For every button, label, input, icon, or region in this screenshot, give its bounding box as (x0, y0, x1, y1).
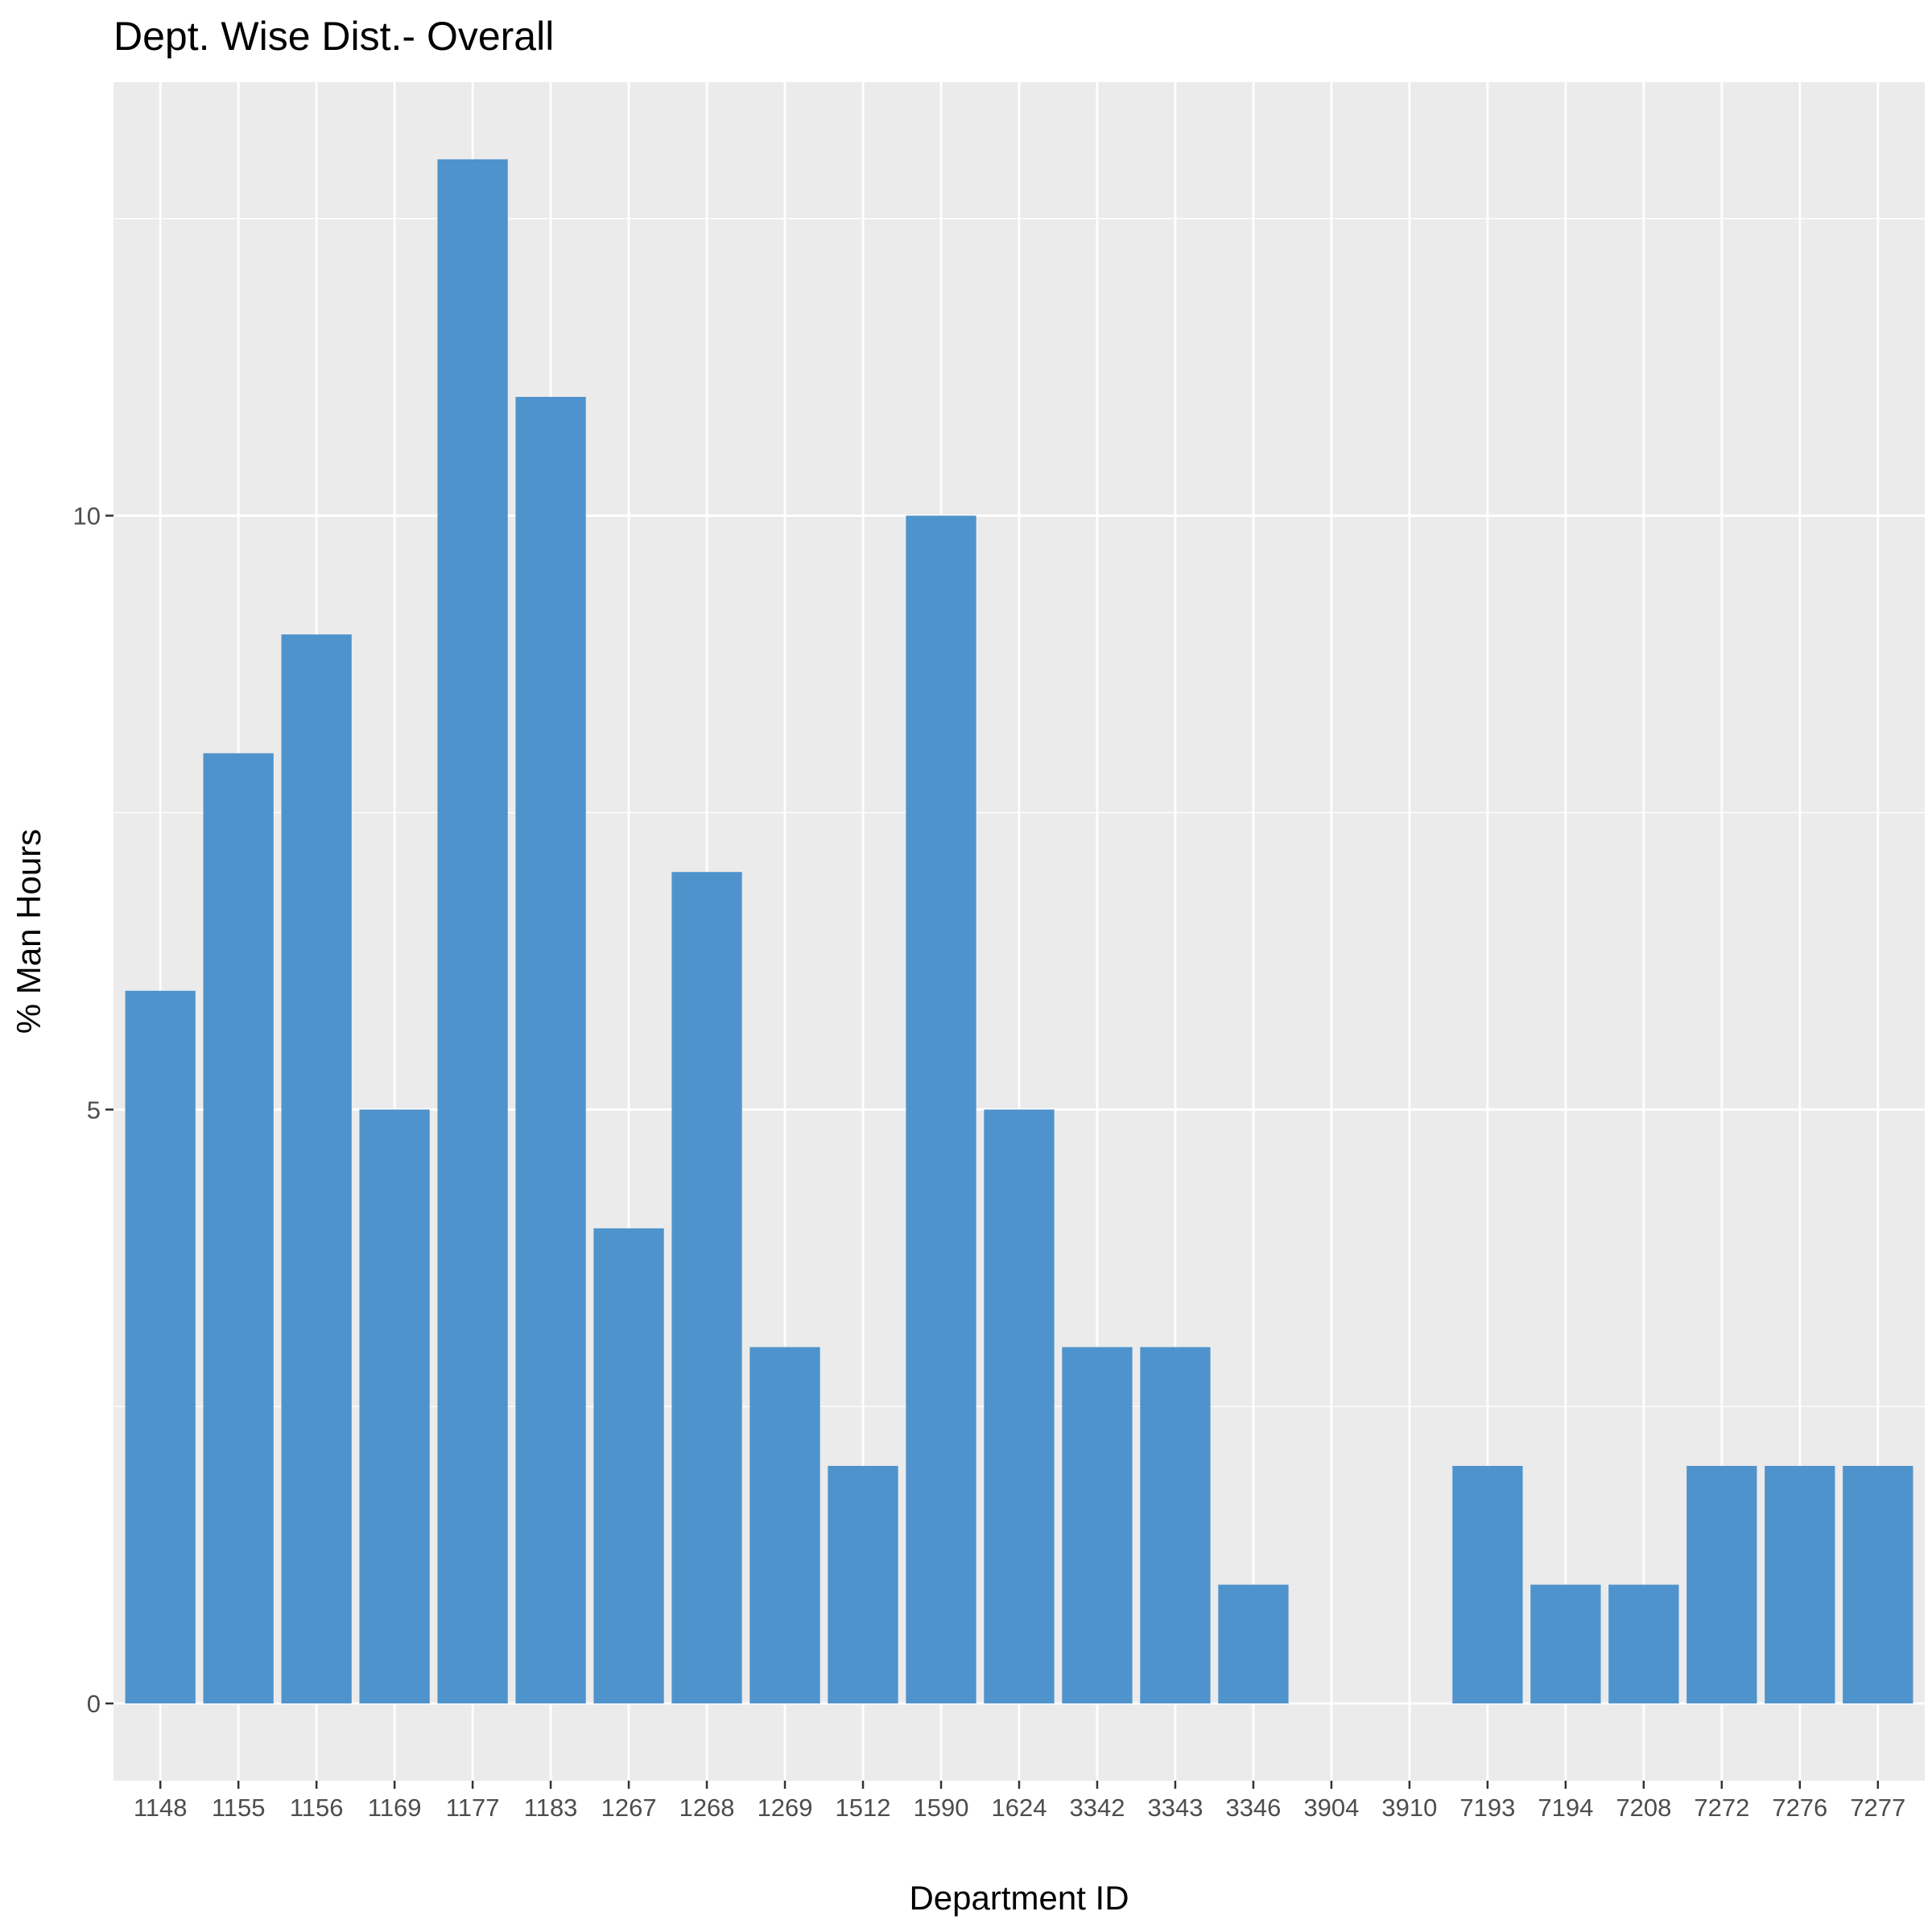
x-tick-label: 3910 (1381, 1794, 1437, 1822)
y-axis-title: % Man Hours (10, 829, 47, 1034)
bar-3342 (1062, 1347, 1133, 1704)
x-tick-label: 7208 (1616, 1794, 1671, 1822)
x-tick-label: 7277 (1850, 1794, 1905, 1822)
x-tick-label: 7193 (1459, 1794, 1515, 1822)
bars (125, 159, 1913, 1704)
bar-1268 (671, 872, 742, 1704)
x-tick-label: 1148 (134, 1794, 188, 1822)
x-tick-label: 7194 (1538, 1794, 1593, 1822)
x-tick-label: 1177 (446, 1794, 500, 1822)
y-tick-label: 0 (87, 1690, 101, 1718)
bar-1624 (984, 1109, 1055, 1704)
x-tick-label: 3904 (1303, 1794, 1359, 1822)
x-tick-label: 7276 (1772, 1794, 1827, 1822)
bar-7272 (1686, 1465, 1757, 1704)
x-tick-label: 1183 (524, 1794, 578, 1822)
x-tick-label: 1624 (992, 1794, 1047, 1822)
x-tick-label: 3342 (1069, 1794, 1125, 1822)
bar-1590 (906, 515, 976, 1704)
y-tick-label: 10 (73, 502, 101, 530)
y-tick-label: 5 (87, 1096, 101, 1124)
x-tick-label: 1512 (836, 1794, 891, 1822)
bar-7194 (1530, 1584, 1601, 1704)
x-tick-label: 1169 (368, 1794, 422, 1822)
bar-1177 (437, 159, 508, 1704)
axes: 0 5 10 1148 1155 1156 1169 1177 1183 1267 1268 1269… (73, 502, 1906, 1822)
x-tick-label: 3346 (1225, 1794, 1281, 1822)
bar-1269 (749, 1347, 820, 1704)
bar-1183 (515, 397, 586, 1704)
x-tick-label: 3343 (1147, 1794, 1203, 1822)
chart-title: Dept. Wise Dist.- Overall (114, 14, 554, 59)
bar-1169 (359, 1109, 430, 1704)
x-tick-label: 7272 (1694, 1794, 1749, 1822)
x-axis-title: Department ID (909, 1879, 1129, 1917)
x-tick-label: 1590 (914, 1794, 969, 1822)
bar-7208 (1608, 1584, 1679, 1704)
x-tick-label: 1156 (290, 1794, 344, 1822)
bar-7193 (1452, 1465, 1523, 1704)
x-tick-label: 1269 (758, 1794, 813, 1822)
bar-1155 (203, 753, 274, 1704)
bar-1512 (828, 1465, 898, 1704)
bar-1267 (593, 1228, 664, 1704)
bar-1148 (125, 990, 196, 1704)
x-tick-label: 1267 (601, 1794, 657, 1822)
bar-7277 (1843, 1465, 1913, 1704)
bar-3346 (1218, 1584, 1289, 1704)
x-tick-label: 1268 (679, 1794, 735, 1822)
bar-1156 (281, 634, 352, 1704)
x-tick-label: 1155 (212, 1794, 266, 1822)
bar-7276 (1765, 1465, 1835, 1704)
bar-3343 (1140, 1347, 1211, 1704)
